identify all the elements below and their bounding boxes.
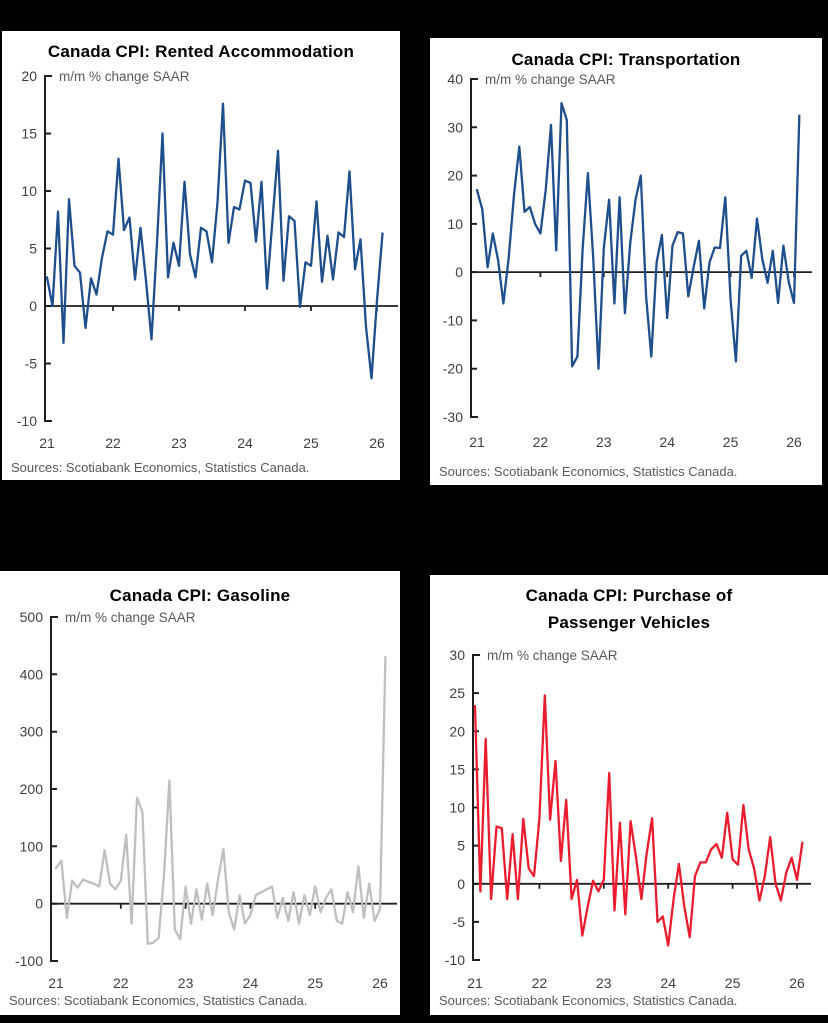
source-note: Sources: Scotiabank Economics, Statistic…	[439, 993, 738, 1008]
y-tick-label: -5	[25, 356, 38, 372]
x-tick-label: 22	[105, 435, 121, 451]
chart-panel-gasoline: Canada CPI: Gasoline -100 0 100 200 300 400 50…	[0, 571, 400, 1015]
chart-title: Canada CPI: Transportation	[511, 50, 741, 69]
y-tick-label: 30	[447, 119, 463, 135]
x-tick-label: 24	[659, 434, 675, 450]
line-chart-transportation: -30 -20 -10 0 10 20 30 40 21 22 23 24 25 26 m/m % chan…	[443, 71, 812, 450]
x-tick-label: 26	[786, 434, 802, 450]
y-tick-label: 500	[20, 609, 44, 625]
line-chart-rented-accommodation: -10 -5 0 5 10 15 20 21 22 23 24 25 26 m/m % change SA…	[17, 68, 398, 451]
data-line	[54, 655, 387, 945]
y-tick-label: -10	[443, 312, 463, 328]
x-tick-label: 24	[237, 435, 253, 451]
y-tick-label: -30	[443, 409, 463, 425]
chart-title: Canada CPI: Gasoline	[109, 586, 291, 605]
x-tick-label: 25	[725, 975, 741, 991]
y-tick-label: 25	[449, 685, 465, 701]
x-tick-label: 23	[596, 434, 612, 450]
x-tick-label: 25	[723, 434, 739, 450]
y-tick-label: -10	[17, 413, 37, 429]
chart-title: Canada CPI: Purchase of Passenger Vehicl…	[525, 586, 733, 632]
x-tick-label: 22	[113, 975, 129, 991]
source-note: Sources: Scotiabank Economics, Statistic…	[439, 464, 738, 479]
y-tick-label: 20	[21, 68, 37, 84]
x-tick-label: 21	[48, 975, 64, 991]
data-line	[475, 101, 801, 370]
y-tick-label: 400	[20, 666, 44, 682]
x-tick-label: 21	[469, 434, 485, 450]
y-tick-label: -100	[15, 953, 43, 969]
y-tick-label: 30	[449, 647, 465, 663]
x-tick-label: 21	[39, 435, 55, 451]
y-tick-label: 100	[20, 838, 44, 854]
source-note: Sources: Scotiabank Economics, Statistic…	[9, 993, 308, 1008]
x-tick-label: 25	[303, 435, 319, 451]
y-tick-label: 0	[29, 298, 37, 314]
y-tick-label: 10	[447, 216, 463, 232]
chart-panel-passenger-vehicles: Canada CPI: Purchase of Passenger Vehicl…	[430, 575, 828, 1015]
x-tick-label: 22	[533, 434, 549, 450]
y-tick-label: 0	[35, 896, 43, 912]
x-tick-label: 24	[660, 975, 676, 991]
zero-line	[45, 305, 398, 311]
x-tick-label: 23	[171, 435, 187, 451]
x-tick-label: 22	[532, 975, 548, 991]
x-tick-label: 23	[596, 975, 612, 991]
axis-units-label: m/m % change SAAR	[59, 69, 190, 84]
y-tick-label: 300	[20, 724, 44, 740]
y-tick-label: 0	[457, 876, 465, 892]
line-chart-gasoline: -100 0 100 200 300 400 500 21 22 23 24 25 26 m/m % ch…	[15, 609, 397, 991]
line-chart-passenger-vehicles: -10 -5 0 5 10 15 20 25 30 21 22 23 24 25 26 m/m % chang…	[445, 647, 811, 991]
zero-line	[51, 902, 397, 909]
y-axis	[50, 616, 58, 962]
y-tick-label: 10	[449, 800, 465, 816]
x-tick-label: 26	[369, 435, 385, 451]
zero-line	[471, 271, 812, 278]
y-tick-label: 10	[21, 183, 37, 199]
data-line	[473, 694, 804, 947]
y-axis	[470, 78, 478, 418]
chart-panel-rented-accommodation: Canada CPI: Rented Accommodation -10 -5 0 5…	[2, 31, 400, 480]
y-tick-label: -10	[445, 952, 465, 968]
chart-title: Canada CPI: Rented Accommodation	[47, 42, 355, 61]
y-tick-label: 5	[457, 838, 465, 854]
axis-units-label: m/m % change SAAR	[65, 610, 196, 625]
y-tick-label: 200	[20, 781, 44, 797]
y-tick-label: 0	[455, 264, 463, 280]
x-tick-label: 25	[307, 975, 323, 991]
axis-units-label: m/m % change SAAR	[485, 72, 616, 87]
source-note: Sources: Scotiabank Economics, Statistic…	[11, 460, 310, 475]
x-tick-label: 23	[178, 975, 194, 991]
zero-line	[473, 882, 811, 889]
axis-units-label: m/m % change SAAR	[487, 648, 618, 663]
x-tick-label: 26	[789, 975, 805, 991]
y-tick-label: 20	[449, 723, 465, 739]
y-axis	[44, 75, 52, 422]
y-tick-label: 15	[21, 126, 37, 142]
chart-panel-transportation: Canada CPI: Transportation -30 -20 -10 0 10 2…	[430, 38, 822, 485]
y-tick-label: 40	[447, 71, 463, 87]
x-tick-label: 26	[372, 975, 388, 991]
x-tick-label: 21	[467, 975, 483, 991]
y-tick-label: -20	[443, 361, 463, 377]
data-line	[45, 102, 384, 380]
y-tick-label: -5	[453, 914, 466, 930]
y-tick-label: 20	[447, 168, 463, 184]
y-tick-label: 5	[29, 241, 37, 257]
x-tick-label: 24	[243, 975, 259, 991]
y-tick-label: 15	[449, 761, 465, 777]
